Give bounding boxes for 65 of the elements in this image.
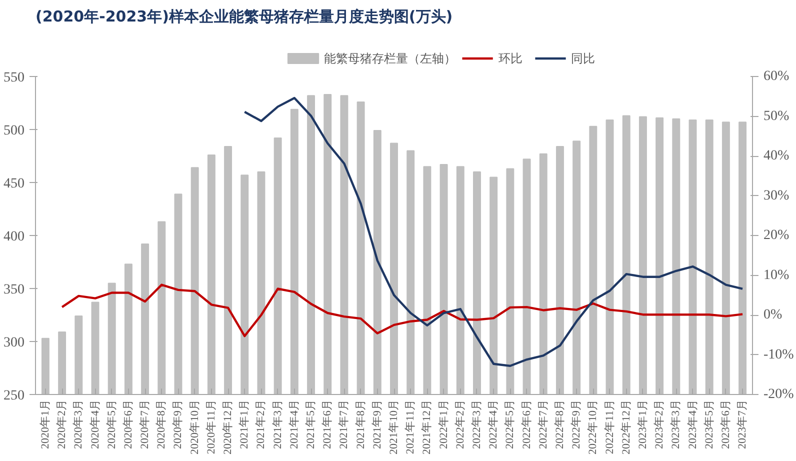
x-tick-label: 2020年3月 (72, 400, 85, 449)
y2-tick-label: 50% (764, 108, 790, 124)
x-tick-label: 2021年6月 (322, 400, 334, 449)
x-tick-label: 2020年4月 (89, 400, 102, 449)
y2-tick-label: 0% (764, 308, 782, 322)
y-tick-label: 500 (4, 124, 24, 138)
x-tick-label: 2022年2月 (454, 400, 466, 449)
chart-title: (2020年-2023年)样本企业能繁母猪存栏量月度走势图(万头) (36, 8, 453, 26)
x-tick-label: 2020年5月 (106, 400, 118, 449)
y2-tick-label: 10% (764, 268, 790, 283)
x-tick-label: 2023年5月 (703, 400, 716, 449)
x-tick-label: 2022年1月 (438, 400, 450, 449)
x-tick-label: 2021年7月 (338, 400, 350, 449)
x-tick-label: 2022年6月 (520, 400, 533, 449)
y-tick-label: 250 (4, 388, 24, 404)
y2-tick-label: 40% (764, 148, 790, 164)
legend-label: 能繁母猪存栏量（左轴） (324, 52, 456, 66)
x-tick-label: 2021年9月 (371, 400, 384, 449)
y2-tick-label: 30% (764, 188, 790, 204)
x-tick-label: 2023年3月 (670, 400, 682, 449)
x-tick-label: 2022年11月 (604, 400, 616, 454)
x-tick-label: 2022年3月 (470, 400, 483, 449)
x-tick-label: 2021年5月 (305, 400, 318, 449)
y-tick-label: 300 (4, 336, 24, 350)
y2-tick-label: -10% (764, 347, 794, 362)
x-tick-label: 2021年4月 (288, 400, 300, 449)
x-tick-label: 2023年4月 (686, 400, 699, 449)
x-tick-label: 2021年3月 (272, 400, 284, 449)
x-tick-label: 2021年1月 (238, 400, 251, 449)
x-tick-label: 2022年7月 (537, 400, 550, 449)
x-tick-label: 2022年5月 (504, 400, 516, 449)
x-tick-label: 2020年6月 (122, 400, 134, 449)
legend-label: 同比 (571, 52, 596, 66)
x-tick-label: 2022年8月 (554, 400, 566, 449)
x-tick-label: 2021年12月 (421, 400, 434, 454)
x-tick-label: 2022年12月 (620, 400, 632, 454)
x-tick-label: 2020年12月 (222, 400, 234, 454)
y-tick-label: 400 (4, 230, 24, 244)
x-tick-label: 2022年10月 (587, 400, 600, 454)
x-tick-label: 2020年2月 (56, 400, 68, 449)
x-tick-label: 2022年4月 (488, 400, 500, 449)
y2-tick-label: -20% (764, 387, 794, 402)
x-tick-label: 2020年1月 (39, 400, 52, 449)
x-tick-label: 2020年10月 (188, 400, 201, 454)
x-tick-label: 2021年2月 (255, 400, 268, 449)
y-tick-label: 550 (4, 70, 24, 86)
x-tick-label: 2021年11月 (404, 400, 417, 454)
line-series (244, 96, 744, 367)
x-tick-label: 2022年9月 (570, 400, 583, 449)
line-series (60, 284, 744, 338)
x-tick-label: 2020年7月 (139, 400, 152, 449)
x-tick-label: 2020年9月 (172, 400, 184, 449)
y-tick-label: 450 (4, 176, 24, 192)
x-tick-label: 2021年10月 (388, 400, 400, 454)
y2-tick-label: 60% (764, 69, 790, 84)
x-tick-label: 2023年6月 (720, 400, 732, 449)
y2-tick-label: 20% (764, 228, 790, 243)
y-tick-label: 350 (4, 282, 24, 298)
x-tick-label: 2020年11月 (205, 400, 218, 454)
x-tick-label: 2020年8月 (156, 400, 168, 449)
x-tick-label: 2023年1月 (636, 400, 649, 449)
x-tick-label: 2023年7月 (736, 400, 749, 449)
x-tick-label: 2023年2月 (654, 400, 666, 449)
legend-label: 环比 (498, 52, 522, 66)
x-tick-label: 2021年8月 (354, 400, 367, 449)
